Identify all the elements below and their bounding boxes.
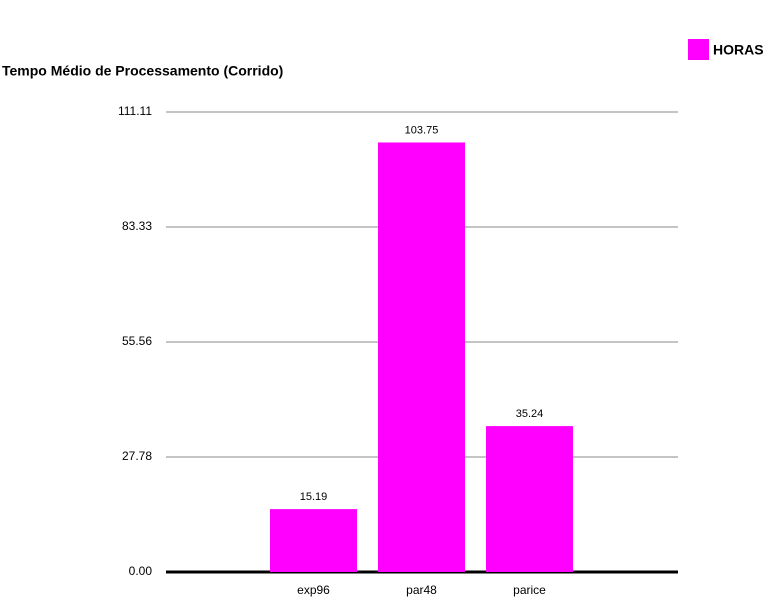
y-tick-label: 83.33 — [122, 219, 152, 233]
value-label: 15.19 — [300, 491, 328, 503]
legend-swatch — [688, 39, 709, 60]
y-tick-label: 0.00 — [129, 564, 153, 578]
value-label: 103.75 — [405, 124, 439, 136]
y-tick-label: 111.11 — [118, 104, 152, 118]
bar — [270, 509, 357, 572]
y-tick-label: 55.56 — [122, 334, 152, 348]
legend-label: HORAS — [713, 42, 764, 58]
chart-title: Tempo Médio de Processamento (Corrido) — [2, 63, 283, 79]
bar — [486, 426, 573, 572]
bar — [378, 142, 465, 572]
x-tick-label: par48 — [406, 583, 437, 597]
y-tick-label: 27.78 — [122, 449, 152, 463]
x-tick-label: parice — [513, 583, 546, 597]
x-tick-label: exp96 — [297, 583, 330, 597]
value-label: 35.24 — [516, 408, 544, 420]
